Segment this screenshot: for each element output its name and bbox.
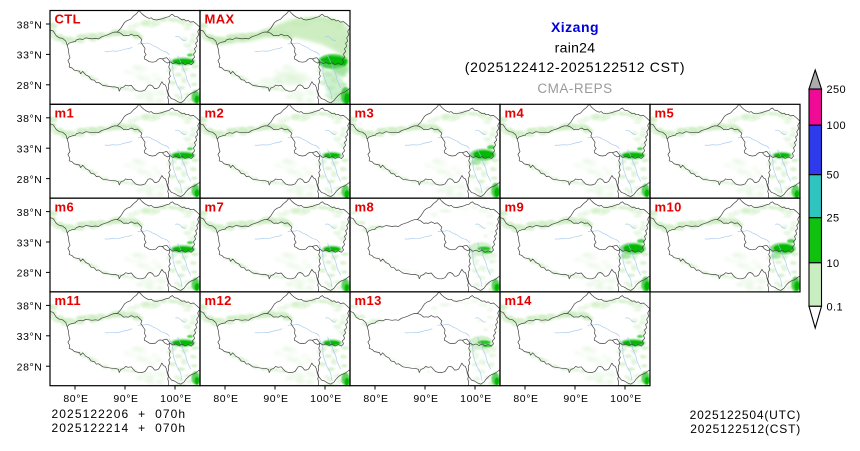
svg-text:50: 50 bbox=[827, 170, 840, 182]
svg-text:0.1: 0.1 bbox=[827, 301, 844, 313]
svg-text:80°E: 80°E bbox=[213, 393, 238, 405]
svg-text:38°N: 38°N bbox=[17, 207, 43, 219]
svg-text:90°E: 90°E bbox=[113, 393, 138, 405]
svg-text:90°E: 90°E bbox=[563, 393, 588, 405]
svg-text:100°E: 100°E bbox=[310, 393, 342, 405]
svg-text:90°E: 90°E bbox=[413, 393, 438, 405]
svg-text:25: 25 bbox=[827, 213, 840, 225]
svg-text:250: 250 bbox=[827, 84, 847, 96]
svg-text:38°N: 38°N bbox=[17, 301, 43, 313]
svg-text:28°N: 28°N bbox=[17, 268, 43, 280]
svg-text:m9: m9 bbox=[505, 199, 525, 214]
svg-text:90°E: 90°E bbox=[263, 393, 288, 405]
svg-text:10: 10 bbox=[827, 258, 840, 270]
svg-text:CMA-REPS: CMA-REPS bbox=[537, 81, 612, 96]
svg-text:80°E: 80°E bbox=[363, 393, 388, 405]
svg-text:m11: m11 bbox=[55, 293, 82, 308]
svg-text:m13: m13 bbox=[355, 293, 382, 308]
svg-text:m7: m7 bbox=[205, 199, 225, 214]
svg-text:28°N: 28°N bbox=[17, 80, 43, 92]
svg-text:2025122512(CST): 2025122512(CST) bbox=[690, 422, 801, 436]
svg-text:CTL: CTL bbox=[55, 12, 81, 27]
svg-text:(2025122412-2025122512 CST): (2025122412-2025122512 CST) bbox=[465, 59, 686, 75]
svg-text:80°E: 80°E bbox=[513, 393, 538, 405]
svg-text:28°N: 28°N bbox=[17, 174, 43, 186]
svg-text:80°E: 80°E bbox=[63, 393, 88, 405]
svg-text:m12: m12 bbox=[205, 293, 232, 308]
svg-text:100°E: 100°E bbox=[160, 393, 192, 405]
svg-text:33°N: 33°N bbox=[17, 144, 43, 156]
svg-text:33°N: 33°N bbox=[17, 50, 43, 62]
svg-text:38°N: 38°N bbox=[17, 19, 43, 31]
svg-text:28°N: 28°N bbox=[17, 362, 43, 374]
svg-text:m3: m3 bbox=[355, 106, 375, 121]
svg-text:m5: m5 bbox=[655, 106, 675, 121]
svg-text:m10: m10 bbox=[655, 199, 682, 214]
svg-text:MAX: MAX bbox=[205, 12, 235, 27]
svg-text:2025122206 + 070h: 2025122206 + 070h bbox=[52, 407, 187, 421]
svg-text:Xizang: Xizang bbox=[551, 19, 599, 35]
svg-text:33°N: 33°N bbox=[17, 237, 43, 249]
svg-text:m8: m8 bbox=[355, 199, 375, 214]
svg-text:100: 100 bbox=[827, 120, 847, 132]
svg-text:m2: m2 bbox=[205, 106, 225, 121]
svg-text:38°N: 38°N bbox=[17, 113, 43, 125]
svg-text:100°E: 100°E bbox=[460, 393, 492, 405]
svg-text:33°N: 33°N bbox=[17, 331, 43, 343]
svg-text:rain24: rain24 bbox=[555, 39, 596, 55]
svg-text:m14: m14 bbox=[505, 293, 533, 308]
svg-text:2025122214 + 070h: 2025122214 + 070h bbox=[52, 421, 187, 435]
svg-text:2025122504(UTC): 2025122504(UTC) bbox=[690, 408, 801, 422]
svg-text:m4: m4 bbox=[505, 106, 525, 121]
svg-text:m1: m1 bbox=[55, 106, 75, 121]
svg-text:100°E: 100°E bbox=[610, 393, 642, 405]
svg-text:m6: m6 bbox=[55, 199, 75, 214]
